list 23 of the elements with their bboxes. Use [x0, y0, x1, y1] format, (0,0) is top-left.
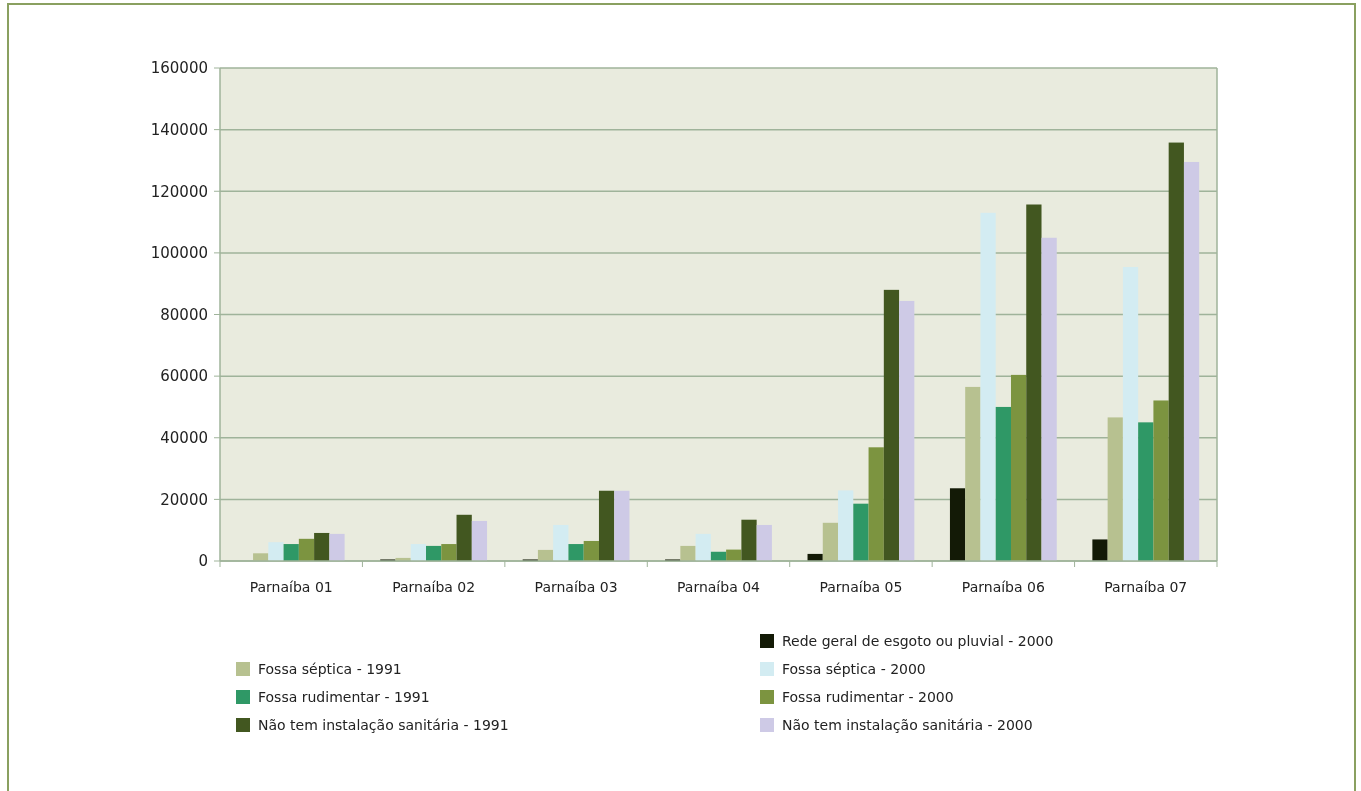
y-tick-label: 20000: [160, 490, 208, 509]
y-tick-label: 0: [198, 552, 208, 571]
y-tick-label: 60000: [160, 367, 208, 386]
y-tick-label: 160000: [150, 59, 208, 78]
legend-label: Não tem instalação sanitária - 1991: [258, 716, 509, 733]
y-tick-label: 120000: [150, 182, 208, 201]
legend-label: Não tem instalação sanitária - 2000: [782, 716, 1033, 733]
y-tick-label: 40000: [160, 429, 208, 447]
x-tick-label: Parnaíba 05: [819, 579, 903, 595]
x-tick-label: Parnaíba 02: [392, 579, 476, 595]
legend-label: Rede geral de esgoto ou pluvial - 2000: [782, 632, 1054, 649]
x-tick-label: Parnaíba 07: [1104, 579, 1188, 595]
legend-label: Fossa rudimentar - 1991: [258, 688, 430, 705]
y-tick-label: 80000: [160, 305, 208, 324]
x-tick-label: Parnaíba 01: [249, 579, 333, 595]
x-tick-label: Parnaíba 03: [534, 579, 618, 595]
x-tick-label: Parnaíba 04: [677, 579, 761, 595]
legend-label: Fossa rudimentar - 2000: [782, 688, 954, 705]
legend-label: Fossa séptica - 1991: [258, 660, 402, 677]
y-tick-label: 140000: [150, 120, 208, 139]
y-tick-label: 100000: [150, 244, 208, 263]
legend-label: Fossa séptica - 2000: [782, 660, 926, 677]
x-tick-label: Parnaíba 06: [961, 579, 1045, 595]
